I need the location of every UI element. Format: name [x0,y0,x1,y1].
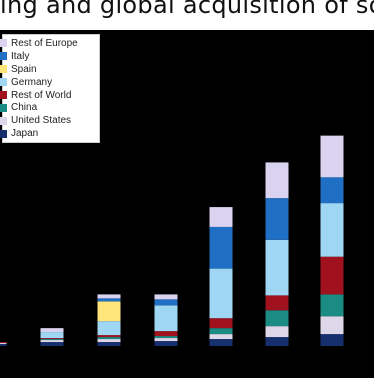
bar-segment-italy-6 [265,198,289,240]
legend-swatch [0,39,7,48]
bar-segment-germany-3 [97,321,121,336]
bar-segment-china-5 [209,328,233,335]
bar-segment-rest-of-europe-4 [154,294,178,300]
bar-segment-china-2 [40,339,64,341]
legend-label: Italy [11,50,30,62]
legend-label: Rest of World [11,89,72,101]
legend-item: Italy [0,50,99,63]
legend-item: Japan [0,127,99,140]
bar-segment-rest-of-world-2 [40,338,64,340]
bar-segment-united-states-2 [40,340,64,343]
bar-segment-united-states-3 [97,339,121,343]
legend-label: United States [11,115,72,127]
legend-swatch [0,91,7,99]
bar-segment-japan-5 [209,339,233,346]
legend-swatch [0,78,7,87]
bar-segment-united-states-7 [320,316,344,335]
bar-segment-rest-of-world-7 [320,256,344,295]
bar-segment-rest-of-world-4 [154,331,178,337]
bar-segment-united-states-6 [265,326,289,338]
bar-segment-japan-3 [97,342,121,346]
legend-label: Germany [11,76,53,88]
legend-swatch [0,129,7,138]
bar-segment-china-6 [265,310,289,327]
chart-title: ing and global acquisition of solar P [0,0,374,19]
bar-segment-japan-1 [0,344,7,346]
bar-segment-italy-4 [154,299,178,306]
legend-item: Spain [0,63,99,76]
bar-segment-rest-of-europe-7 [320,135,344,178]
legend-item: Rest of World [0,89,99,102]
legend-item: China [0,101,99,114]
bar-segment-japan-6 [265,337,289,346]
bar-segment-italy-5 [209,226,233,269]
bar-segment-rest-of-europe-5 [209,207,233,227]
bar-segment-germany-6 [265,239,289,296]
bar-segment-germany-2 [40,332,64,339]
bar-segment-rest-of-world-6 [265,295,289,311]
bar-segment-japan-2 [40,342,64,346]
legend-label: China [11,102,38,114]
bar-segment-spain-3 [97,301,121,322]
bar-segment-japan-4 [154,341,178,346]
bar-segment-rest-of-world-1 [0,342,7,344]
legend-swatch [0,103,7,112]
bar-segment-germany-5 [209,268,233,319]
bar-segment-italy-3 [97,298,121,302]
bar-segment-japan-7 [320,334,344,346]
bar-segment-united-states-1 [0,343,7,345]
bar-segment-united-states-5 [209,334,233,340]
legend-swatch [0,65,7,74]
title-strip: ing and global acquisition of solar P [0,0,374,30]
bar-segment-china-7 [320,294,344,317]
legend-item: Rest of Europe [0,37,99,50]
bar-segment-china-4 [154,336,178,339]
bar-segment-united-states-4 [154,338,178,342]
bar-segment-china-3 [97,337,121,340]
plot-area: Rest of Europe Italy Spain Germany Rest of W… [0,30,374,378]
legend-label: Spain [11,63,37,75]
bar-segment-rest-of-world-3 [97,335,121,338]
bar-segment-rest-of-europe-3 [97,294,121,299]
bar-segment-italy-7 [320,177,344,204]
bar-segment-germany-4 [154,305,178,332]
bar-segment-rest-of-europe-2 [40,328,64,333]
legend-item: United States [0,114,99,127]
legend-item: Germany [0,76,99,89]
bar-segment-rest-of-europe-6 [265,162,289,199]
legend-swatch [0,52,7,61]
legend-label: Japan [11,128,39,140]
legend: Rest of Europe Italy Spain Germany Rest of W… [0,34,100,144]
legend-swatch [0,116,7,125]
stacked-bar-chart [0,135,344,346]
bar-segment-germany-7 [320,203,344,257]
legend-label: Rest of Europe [11,37,78,49]
bar-segment-rest-of-world-5 [209,318,233,329]
